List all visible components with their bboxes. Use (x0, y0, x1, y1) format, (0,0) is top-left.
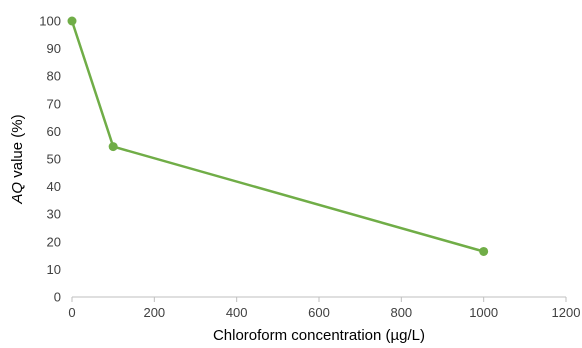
x-axis-title: Chloroform concentration (µg/L) (213, 327, 425, 344)
y-axis-ticks: 0 10 20 30 40 50 60 70 80 90 100 (39, 14, 61, 305)
y-tick-label: 0 (54, 290, 61, 305)
y-axis-title-italic: AQ (9, 182, 26, 205)
x-tick-label: 200 (143, 305, 165, 320)
x-tick-label: 1000 (469, 305, 498, 320)
y-axis-title-rest: value (%) (9, 114, 26, 182)
series-layer (67, 16, 489, 256)
y-tick-label: 50 (47, 152, 61, 167)
data-point (108, 142, 118, 152)
y-axis-title: AQ value (%) (9, 114, 26, 204)
y-tick-label: 20 (47, 234, 61, 249)
y-tick-label: 90 (47, 41, 61, 56)
y-tick-label: 40 (47, 179, 61, 194)
x-axis-ticks: 0 200 400 600 800 1000 1200 (68, 297, 580, 320)
y-tick-label: 60 (47, 124, 61, 139)
x-tick-label: 1200 (552, 305, 581, 320)
data-point (479, 246, 489, 256)
y-tick-label: 100 (39, 14, 61, 29)
y-tick-label: 80 (47, 69, 61, 84)
x-tick-label: 0 (68, 305, 75, 320)
x-tick-label: 400 (226, 305, 248, 320)
y-tick-label: 70 (47, 96, 61, 111)
series-line (70, 20, 485, 253)
data-point (67, 16, 77, 26)
x-tick-label: 800 (390, 305, 412, 320)
x-tick-label: 600 (308, 305, 330, 320)
y-tick-label: 10 (47, 262, 61, 277)
y-tick-label: 30 (47, 207, 61, 222)
